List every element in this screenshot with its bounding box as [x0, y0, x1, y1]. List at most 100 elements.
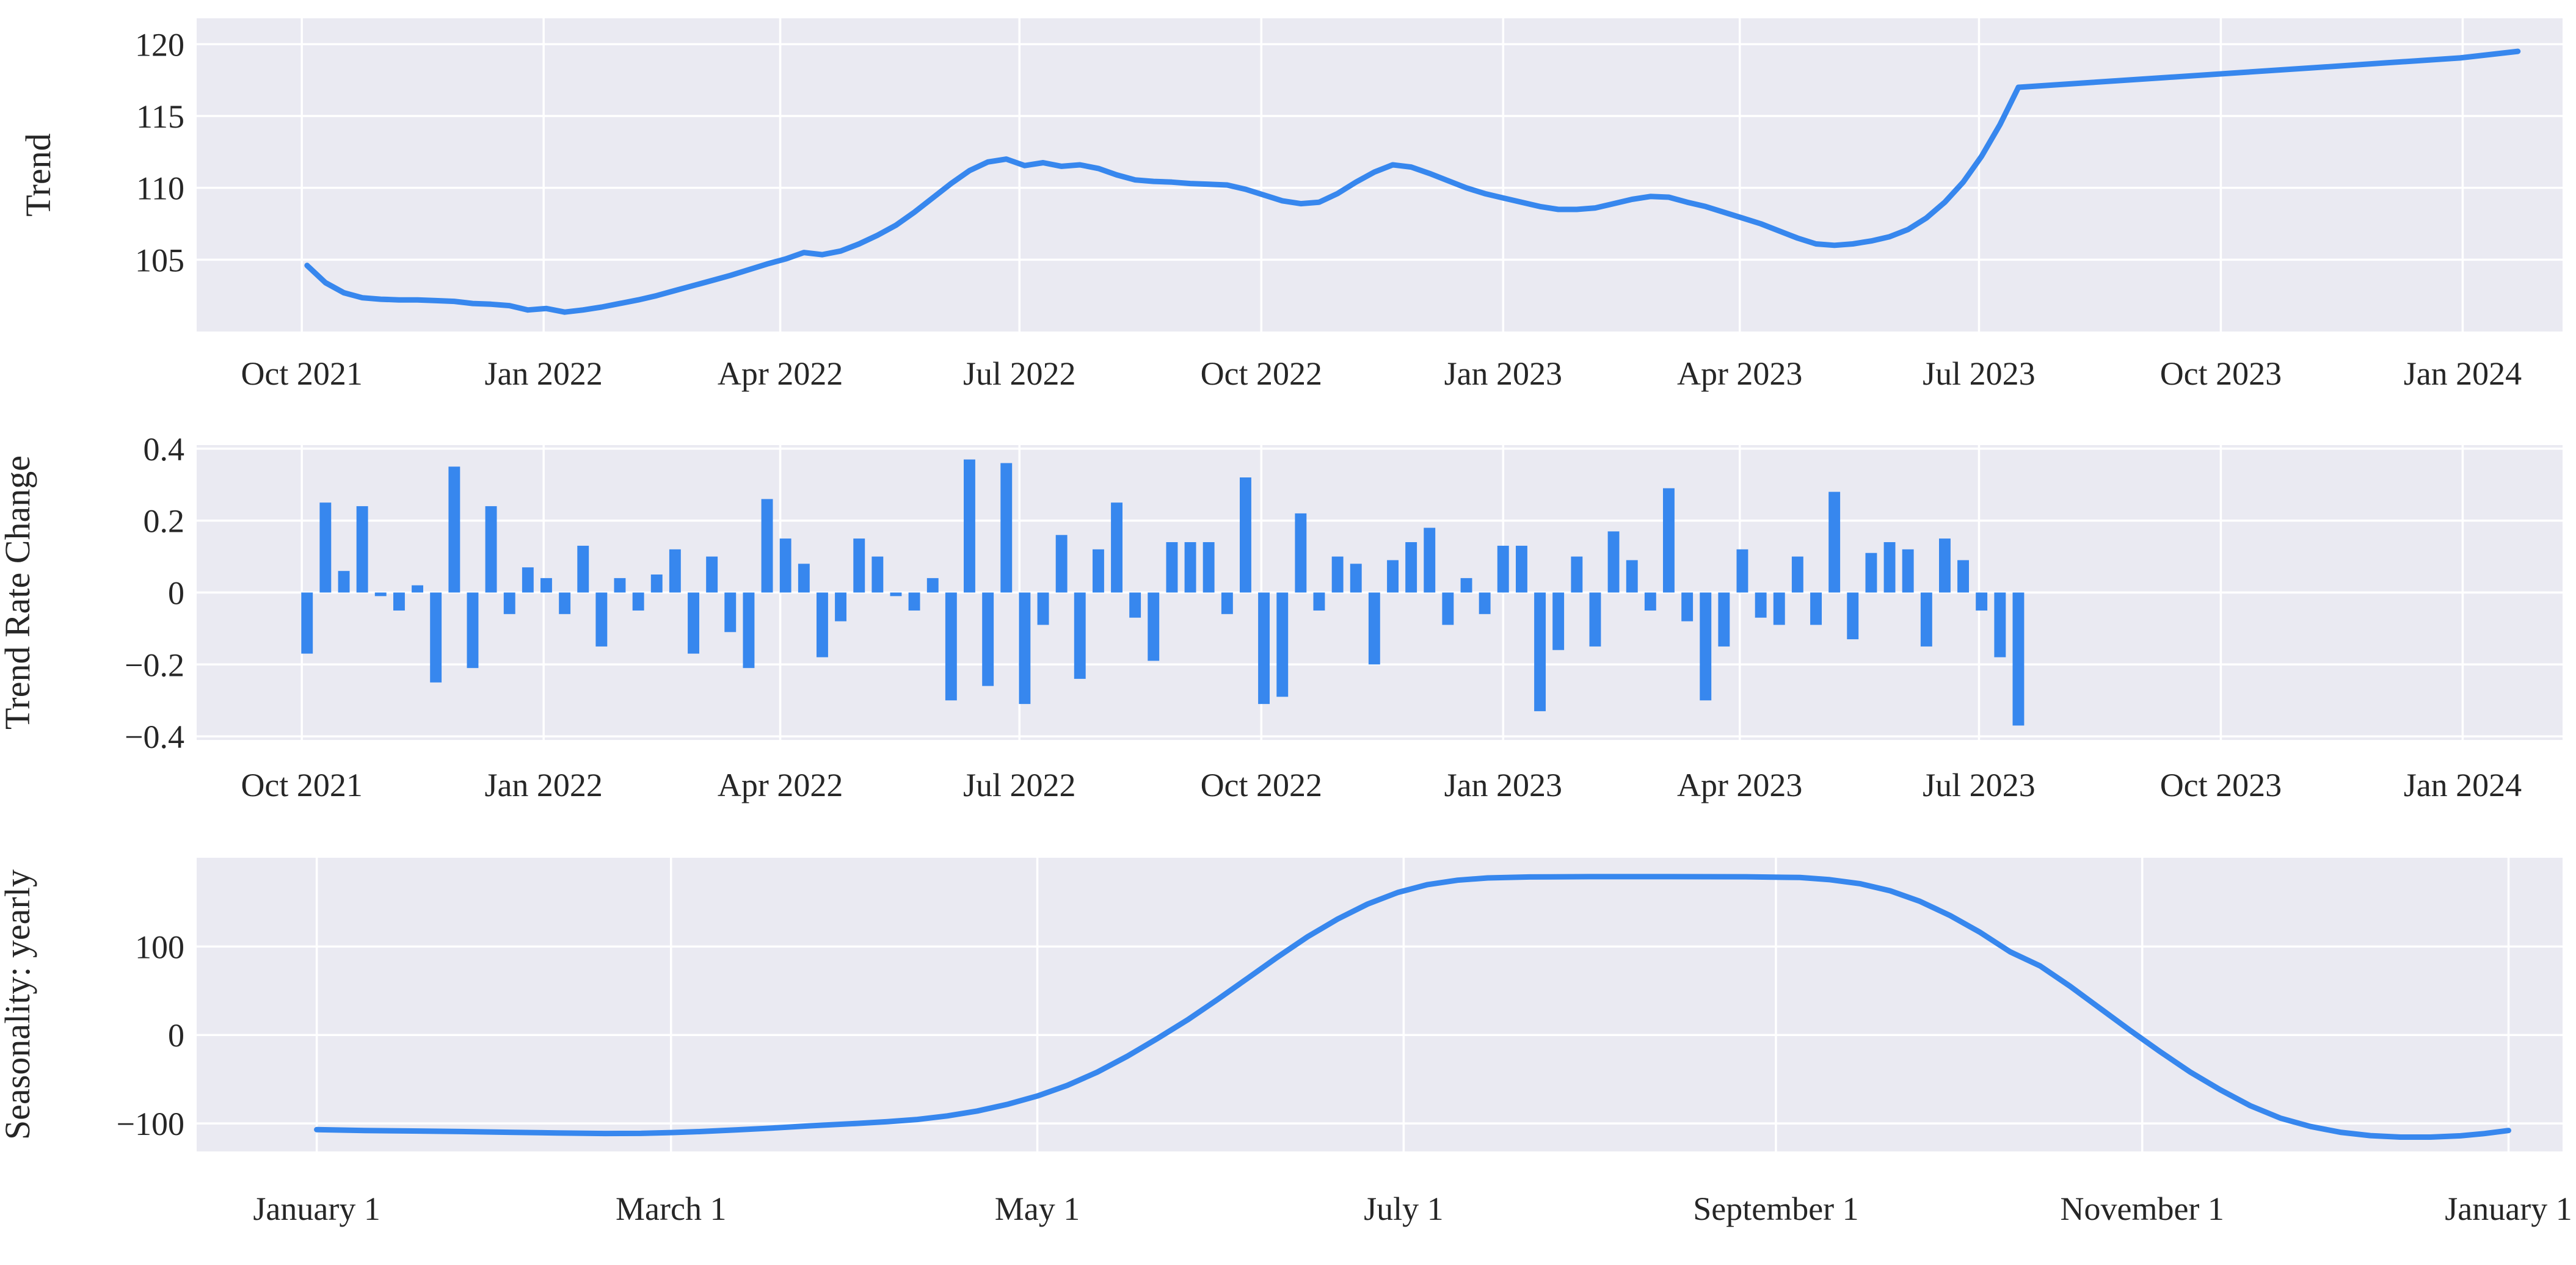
bar [522, 567, 534, 593]
bar [1350, 564, 1362, 593]
bar [559, 592, 571, 614]
bar [412, 585, 423, 593]
bar [1607, 531, 1620, 593]
yearly-seasonality-line [314, 874, 2511, 1140]
y-axis-title: Trend Rate Change [0, 455, 37, 730]
bar [1644, 592, 1656, 611]
bar [871, 556, 884, 593]
bar [1424, 527, 1436, 593]
bar [1534, 592, 1546, 711]
x-tick-label: Oct 2021 [241, 355, 362, 392]
bar [1902, 549, 1914, 593]
bar [706, 556, 718, 593]
x-tick-label: Jul 2023 [1923, 767, 2036, 803]
bar [1755, 592, 1767, 618]
y-tick-label: 110 [136, 170, 184, 207]
bar [1184, 542, 1196, 593]
bar [448, 466, 460, 593]
bar [2012, 592, 2025, 726]
bar [1865, 553, 1877, 593]
y-tick-label: 115 [136, 98, 184, 135]
bar [890, 592, 902, 596]
x-tick-label: September 1 [1693, 1191, 1858, 1227]
y-axis-title: Trend [18, 133, 58, 216]
bar [1129, 592, 1141, 618]
bar [1497, 545, 1509, 593]
bar [632, 592, 644, 611]
bar [1994, 592, 2006, 658]
bar [1939, 538, 1951, 593]
bar [779, 538, 791, 593]
bar [964, 459, 975, 593]
x-tick-label: July 1 [1364, 1191, 1444, 1227]
x-tick-label: Oct 2023 [2160, 767, 2282, 803]
bar [798, 564, 810, 593]
bar [1387, 560, 1399, 593]
bar [1000, 463, 1013, 593]
bar [577, 545, 589, 593]
bar [1700, 592, 1712, 701]
bar [301, 592, 313, 654]
y-tick-label: 105 [135, 242, 184, 278]
bar [338, 571, 350, 593]
y-tick-label: 0 [168, 575, 184, 612]
x-tick-label: November 1 [2061, 1191, 2224, 1227]
bar [356, 506, 368, 593]
bar [1074, 592, 1086, 679]
bar [1295, 513, 1307, 593]
x-tick-label: Jul 2022 [963, 767, 1076, 803]
plot-background [197, 858, 2563, 1151]
bar [853, 538, 865, 593]
x-tick-label: Apr 2022 [718, 767, 843, 803]
x-tick-label: January 1 [2445, 1191, 2572, 1227]
x-tick-label: Jan 2022 [484, 355, 602, 392]
bar [1019, 592, 1031, 705]
x-tick-label: Jan 2022 [484, 767, 602, 803]
panel-trend-rate-change: Oct 2021 Jan 2022 Apr 2022 Jul 2022 Oct 2022… [0, 431, 2563, 803]
bar [1883, 542, 1896, 593]
bar [1093, 549, 1104, 593]
bar [430, 592, 442, 683]
bar [467, 592, 479, 669]
bar [374, 592, 387, 596]
bar [982, 592, 994, 686]
y-tick-label: −0.2 [125, 647, 184, 683]
bar [1976, 592, 1988, 611]
bar [1405, 542, 1417, 593]
bar [1626, 560, 1638, 593]
panel-seasonality-yearly: January 1 March 1 May 1 July 1 September 1 No… [0, 858, 2572, 1227]
bar [1847, 592, 1859, 640]
x-tick-label: Jan 2024 [2404, 355, 2522, 392]
bar [1276, 592, 1289, 697]
bar [1663, 488, 1675, 593]
trend-history-line [304, 84, 2021, 315]
bar [540, 578, 552, 593]
x-tick-label: Apr 2023 [1677, 355, 1802, 392]
bar [1718, 592, 1730, 647]
bar [945, 592, 957, 701]
x-tick-label: Jan 2024 [2404, 767, 2522, 803]
bar [1055, 535, 1068, 593]
x-tick-label: Jul 2022 [963, 355, 1076, 392]
bar [1166, 542, 1178, 593]
bar [1313, 592, 1325, 611]
x-tick-label: Jan 2023 [1444, 355, 1562, 392]
bar [1571, 556, 1583, 593]
y-tick-label: −100 [117, 1106, 184, 1142]
y-axis-title: Seasonality: yearly [0, 869, 37, 1140]
x-tick-label: Apr 2022 [718, 355, 843, 392]
bar [1368, 592, 1380, 665]
y-tick-label: 100 [135, 929, 184, 965]
bar [1920, 592, 1932, 647]
bar [1589, 592, 1601, 647]
trend-rate-change-bars [301, 459, 2025, 726]
bar [1240, 477, 1251, 593]
x-tick-label: Oct 2021 [241, 767, 362, 803]
bar [1791, 556, 1803, 593]
x-tick-label: May 1 [995, 1191, 1080, 1227]
x-tick-label: January 1 [253, 1191, 380, 1227]
bar [724, 592, 737, 632]
y-tick-label: −0.4 [125, 719, 184, 755]
